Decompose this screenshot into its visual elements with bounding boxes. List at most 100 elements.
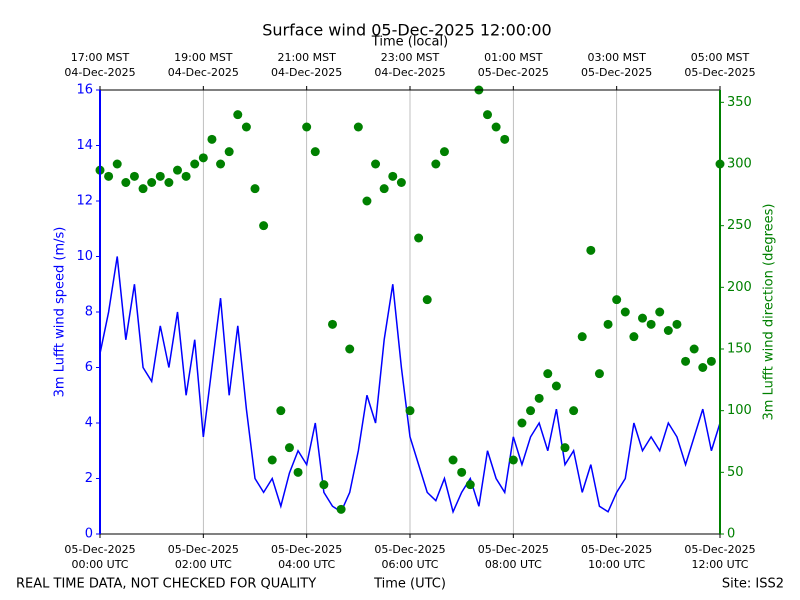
direction-point — [543, 369, 553, 379]
y2-tick-label: 0 — [727, 527, 735, 542]
direction-point — [224, 147, 234, 157]
direction-point — [483, 110, 492, 120]
x2-tick-label: 17:00 MST — [71, 51, 130, 64]
y2-tick-label: 50 — [727, 465, 744, 480]
direction-point — [689, 344, 699, 354]
direction-point — [517, 418, 527, 428]
y-tick-label: 4 — [85, 416, 93, 431]
direction-point — [284, 443, 294, 453]
y-tick-label: 14 — [76, 138, 93, 153]
direction-point — [655, 307, 665, 317]
direction-point — [319, 480, 329, 490]
x-tick-label: 05-Dec-2025 — [581, 543, 652, 556]
x2-tick-label: 19:00 MST — [174, 51, 233, 64]
y-tick-label: 12 — [76, 194, 93, 209]
x2-tick-label: 05-Dec-2025 — [684, 66, 755, 79]
direction-point — [198, 153, 208, 163]
x2-tick-label: 04-Dec-2025 — [64, 66, 135, 79]
direction-point — [362, 196, 372, 206]
direction-point — [396, 178, 406, 187]
y2-tick-label: 200 — [727, 280, 752, 295]
y2-tick-label: 350 — [727, 95, 752, 110]
x-tick-label: 05-Dec-2025 — [168, 543, 239, 556]
x2-tick-label: 03:00 MST — [587, 51, 646, 64]
x-tick-label: 05-Dec-2025 — [374, 543, 445, 556]
x-tick-label: 05-Dec-2025 — [271, 543, 342, 556]
speed-line — [99, 256, 721, 515]
footer-note: REAL TIME DATA, NOT CHECKED FOR QUALITY — [16, 577, 316, 592]
direction-point — [706, 356, 716, 366]
site-label: Site: ISS2 — [722, 577, 784, 592]
direction-point — [526, 406, 536, 416]
x2-tick-label: 04-Dec-2025 — [271, 66, 342, 79]
direction-point — [259, 221, 269, 231]
x-tick-label: 05-Dec-2025 — [478, 543, 549, 556]
direction-point — [698, 363, 708, 372]
direction-point — [112, 159, 122, 169]
x-tick-label: 05-Dec-2025 — [684, 543, 755, 556]
y2-axis-label: 3m Lufft wind direction (degrees) — [762, 204, 777, 421]
direction-point — [138, 184, 148, 194]
direction-point — [534, 393, 544, 403]
x-tick-label: 00:00 UTC — [71, 558, 128, 571]
direction-point — [328, 319, 337, 329]
y2-tick-label: 300 — [727, 157, 752, 172]
direction-point — [663, 326, 673, 335]
x2-tick-label: 23:00 MST — [381, 51, 440, 64]
direction-point — [672, 319, 682, 329]
direction-point — [353, 122, 363, 132]
x2-axis-label: Time (local) — [371, 35, 448, 50]
x-tick-label: 05-Dec-2025 — [64, 543, 135, 556]
x-tick-label: 06:00 UTC — [381, 558, 438, 571]
direction-point — [293, 467, 303, 477]
y2-tick-label: 250 — [727, 218, 752, 233]
y-tick-label: 0 — [85, 527, 93, 542]
direction-point — [586, 245, 596, 255]
direction-point — [431, 159, 441, 169]
y-tick-label: 10 — [76, 249, 93, 264]
y-axis-label: 3m Lufft wind speed (m/s) — [53, 227, 68, 398]
direction-point — [629, 332, 639, 342]
direction-point — [448, 455, 458, 465]
direction-point — [620, 307, 630, 317]
direction-point — [638, 313, 647, 323]
direction-point — [129, 171, 139, 181]
direction-point — [577, 332, 587, 342]
x2-tick-label: 05:00 MST — [691, 51, 750, 64]
direction-point — [250, 184, 260, 194]
direction-point — [164, 178, 174, 187]
direction-point — [173, 165, 182, 175]
direction-point — [276, 406, 286, 416]
direction-point — [465, 480, 475, 490]
direction-point — [310, 147, 320, 157]
direction-point — [422, 295, 432, 305]
direction-point — [594, 369, 604, 379]
direction-point — [181, 171, 191, 181]
direction-point — [405, 406, 415, 416]
direction-point — [646, 319, 656, 329]
direction-point — [500, 134, 510, 144]
direction-point — [569, 406, 579, 416]
direction-point — [267, 455, 277, 465]
direction-point — [207, 134, 217, 144]
direction-point — [216, 159, 226, 169]
direction-point — [491, 122, 501, 132]
direction-point — [241, 122, 251, 132]
direction-point — [379, 184, 389, 194]
direction-point — [345, 344, 355, 354]
direction-point — [551, 381, 561, 391]
direction-point — [155, 171, 165, 181]
direction-point — [508, 455, 518, 465]
x-tick-label: 12:00 UTC — [691, 558, 748, 571]
x2-tick-label: 04-Dec-2025 — [374, 66, 445, 79]
x2-tick-label: 05-Dec-2025 — [581, 66, 652, 79]
y-tick-label: 2 — [85, 471, 93, 486]
y-tick-label: 8 — [85, 305, 93, 320]
x-tick-label: 10:00 UTC — [588, 558, 645, 571]
direction-point — [603, 319, 613, 329]
direction-point — [439, 147, 449, 157]
direction-point — [560, 443, 570, 453]
x-axis-label: Time (UTC) — [373, 577, 446, 592]
direction-point — [371, 159, 381, 169]
